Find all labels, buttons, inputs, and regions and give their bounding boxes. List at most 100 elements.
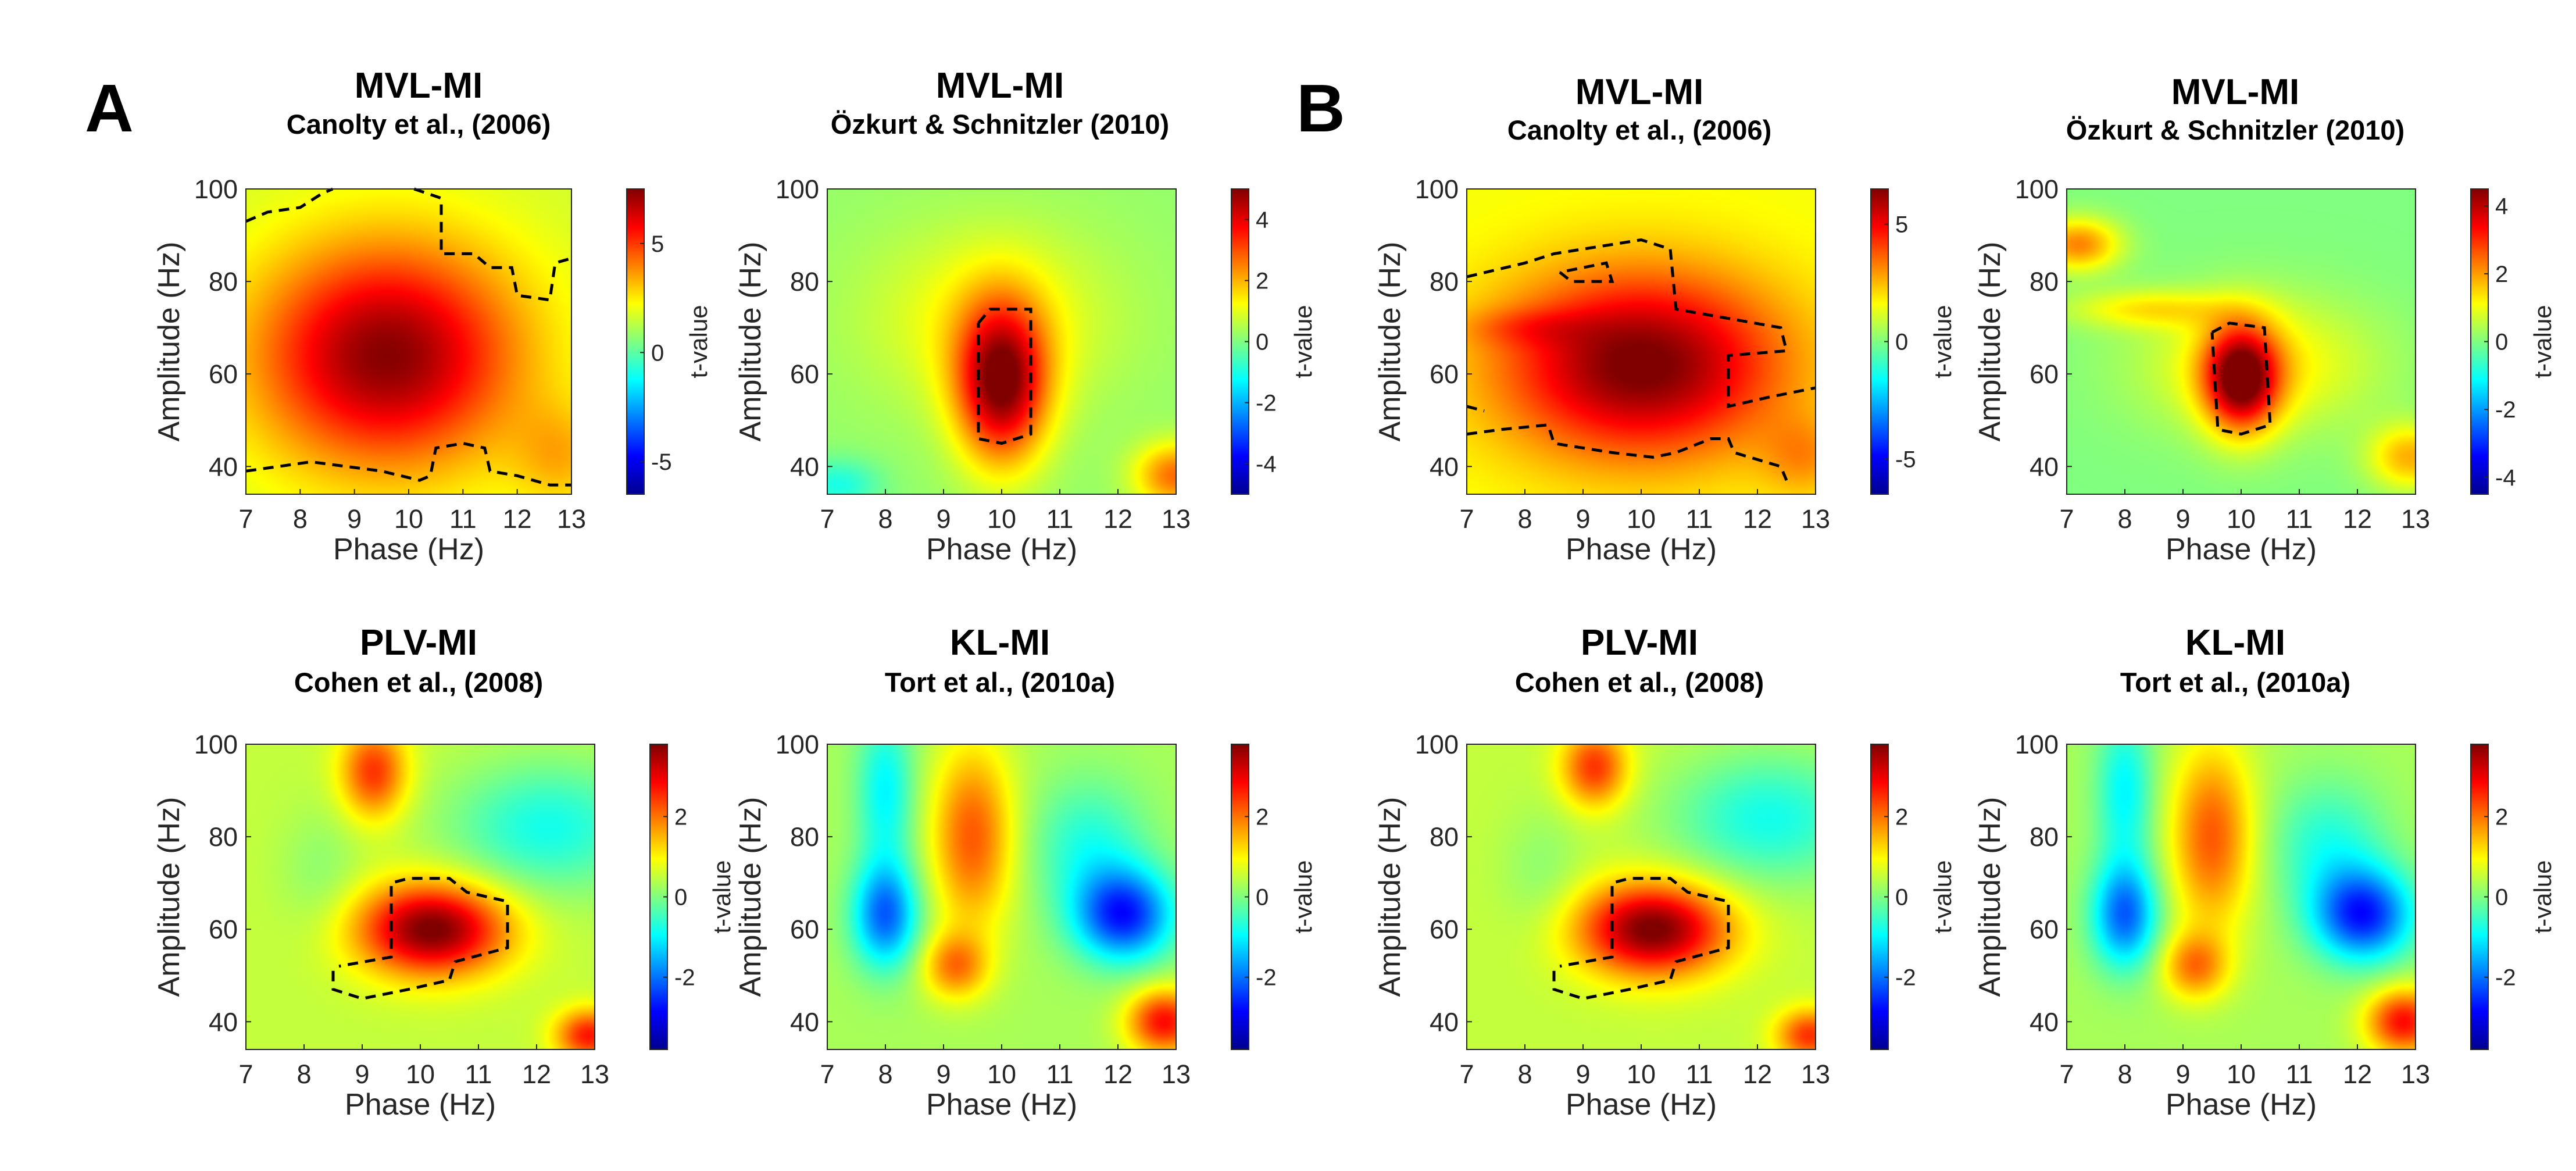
colorbar-tick-label: 0 <box>1256 330 1269 355</box>
chart-title: MVL-MI <box>354 66 483 106</box>
x-tick-label: 7 <box>238 1059 253 1089</box>
heatmap-image <box>827 189 1176 494</box>
x-axis-label: Phase (Hz) <box>345 1088 496 1122</box>
significance-contour <box>245 441 571 487</box>
y-tick-label: 40 <box>1430 1007 1459 1037</box>
x-tick-label: 11 <box>465 1059 492 1089</box>
x-tick-label: 8 <box>293 504 308 534</box>
colorbar-tick-label: -2 <box>674 965 695 991</box>
x-tick-label: 10 <box>987 504 1016 534</box>
y-axis-label: Amplitude (Hz) <box>1373 242 1407 442</box>
x-tick-label: 13 <box>1162 1059 1191 1089</box>
colorbar-label: t-value <box>1929 860 1956 933</box>
x-tick-label: 9 <box>355 1059 369 1089</box>
colorbar-tick-label: 2 <box>674 804 687 830</box>
colorbar-tick-label: 2 <box>1256 804 1269 830</box>
colorbar-tick-label: 2 <box>2495 262 2508 287</box>
y-tick-label: 80 <box>2030 822 2059 852</box>
colorbar-tick-label: -2 <box>2495 397 2516 423</box>
significance-contour <box>331 877 509 1001</box>
x-tick-label: 13 <box>2401 504 2430 534</box>
x-tick-label: 8 <box>1517 1059 1532 1089</box>
y-tick-label: 100 <box>776 730 819 759</box>
colorbar-tick-label: 0 <box>2495 330 2508 355</box>
chart-title: KL-MI <box>949 623 1051 663</box>
x-tick-label: 7 <box>820 1059 834 1089</box>
colorbar-tick-label: -4 <box>1256 452 1277 477</box>
x-tick-label: 13 <box>1162 504 1191 534</box>
y-tick-label: 100 <box>1415 730 1459 759</box>
x-tick-label: 7 <box>2059 504 2074 534</box>
x-tick-label: 8 <box>2117 1059 2132 1089</box>
y-tick-label: 60 <box>209 359 238 389</box>
y-tick-label: 40 <box>2030 452 2059 481</box>
y-tick-label: 100 <box>194 730 238 759</box>
significance-contour <box>2210 322 2272 436</box>
y-tick-label: 80 <box>790 267 819 297</box>
chart-subtitle: Canolty et al., (2006) <box>286 109 551 140</box>
x-tick-label: 10 <box>394 504 423 534</box>
x-tick-label: 7 <box>1459 504 1474 534</box>
y-axis-label: Amplitude (Hz) <box>152 797 186 997</box>
x-axis-label: Phase (Hz) <box>2166 1088 2317 1122</box>
x-tick-label: 10 <box>1627 504 1656 534</box>
heatmap-image <box>1467 189 1816 494</box>
x-tick-label: 9 <box>1575 1059 1590 1089</box>
y-axis-label: Amplitude (Hz) <box>152 242 186 442</box>
y-tick-label: 60 <box>209 915 238 944</box>
x-tick-label: 12 <box>2343 504 2372 534</box>
y-tick-label: 40 <box>790 1007 819 1037</box>
colorbar-tick-label: 4 <box>1256 208 1269 233</box>
y-tick-label: 60 <box>1430 915 1459 944</box>
colorbar-tick-label: -2 <box>2495 965 2516 991</box>
x-tick-label: 12 <box>522 1059 551 1089</box>
heatmap-image <box>827 744 1176 1049</box>
significance-contour <box>1466 423 1788 481</box>
y-tick-label: 80 <box>209 822 238 852</box>
x-tick-label: 11 <box>2286 504 2313 534</box>
y-tick-label: 40 <box>790 452 819 481</box>
y-tick-label: 40 <box>209 1007 238 1037</box>
x-tick-label: 9 <box>2175 504 2190 534</box>
chart-title: PLV-MI <box>1580 623 1699 663</box>
colorbar-label: t-value <box>1289 305 1317 378</box>
y-tick-label: 40 <box>209 452 238 481</box>
x-tick-label: 12 <box>503 504 532 534</box>
y-axis-label: Amplitude (Hz) <box>1973 242 2007 442</box>
x-tick-label: 12 <box>2343 1059 2372 1089</box>
x-tick-label: 8 <box>1517 504 1532 534</box>
significance-contour <box>413 187 572 302</box>
significance-contour <box>1552 877 1730 1001</box>
colorbar <box>626 188 645 495</box>
chart-subtitle: Cohen et al., (2008) <box>1514 667 1764 698</box>
x-tick-label: 11 <box>1686 504 1713 534</box>
colorbar-label: t-value <box>708 860 735 933</box>
x-tick-label: 10 <box>1627 1059 1656 1089</box>
y-tick-label: 100 <box>2015 730 2059 759</box>
x-axis-label: Phase (Hz) <box>926 1088 1077 1122</box>
y-axis-label: Amplitude (Hz) <box>734 797 767 997</box>
colorbar-label: t-value <box>685 305 712 378</box>
chart-title: MVL-MI <box>935 66 1064 106</box>
x-tick-label: 7 <box>2059 1059 2074 1089</box>
chart-title: MVL-MI <box>1575 72 1704 112</box>
x-tick-label: 13 <box>557 504 586 534</box>
colorbar-label: t-value <box>2529 860 2556 933</box>
x-tick-label: 8 <box>878 1059 892 1089</box>
x-tick-label: 13 <box>2401 1059 2430 1089</box>
x-tick-label: 11 <box>2286 1059 2313 1089</box>
y-axis-label: Amplitude (Hz) <box>734 242 767 442</box>
y-axis-label: Amplitude (Hz) <box>1973 797 2007 997</box>
x-axis-label: Phase (Hz) <box>2166 533 2317 566</box>
x-tick-label: 11 <box>1046 504 1074 534</box>
colorbar-tick-label: 5 <box>651 231 664 257</box>
colorbar-tick-label: -2 <box>1895 965 1916 991</box>
y-tick-label: 100 <box>776 174 819 204</box>
x-tick-label: 8 <box>2117 504 2132 534</box>
x-axis-label: Phase (Hz) <box>333 533 484 566</box>
chart-subtitle: Özkurt & Schnitzler (2010) <box>2066 115 2405 145</box>
chart-subtitle: Özkurt & Schnitzler (2010) <box>830 109 1170 140</box>
chart-subtitle: Tort et al., (2010a) <box>2120 667 2351 698</box>
